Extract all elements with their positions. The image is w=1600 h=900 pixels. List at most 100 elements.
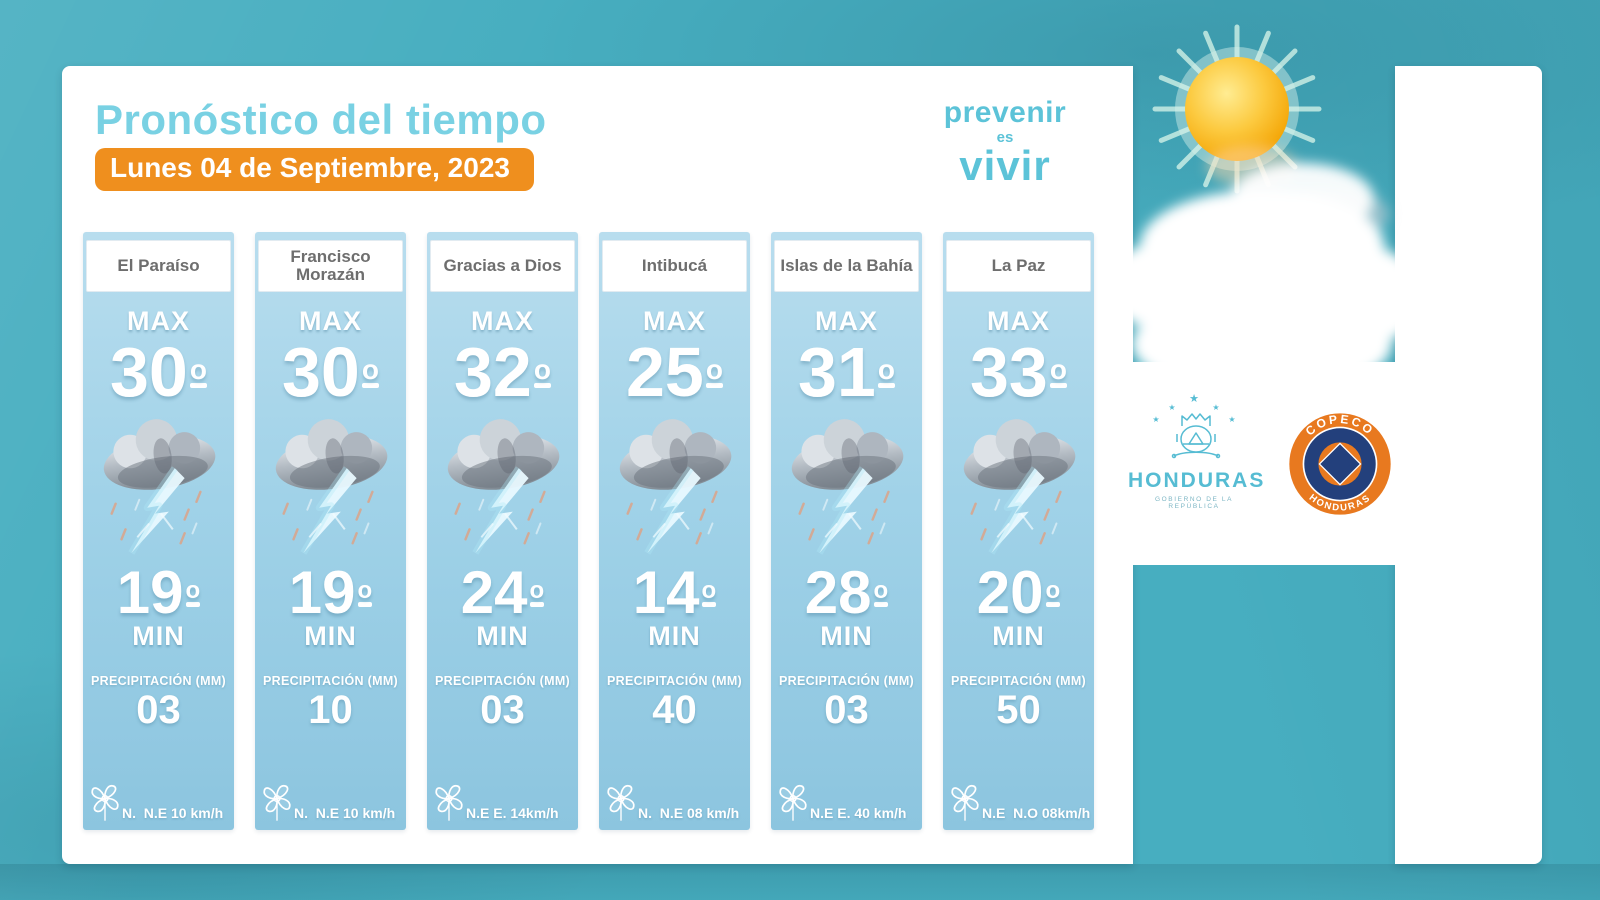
temperature-value: 14	[632, 558, 700, 626]
wind-row: N. N.E 10 km/h	[260, 780, 401, 824]
gov-logo-subtitle: GOBIERNO DE LA REPÚBLICA	[1154, 496, 1234, 510]
svg-text:★: ★	[1189, 392, 1199, 405]
forecast-column-el-paraiso: El Paraíso MAX 30o 19o MIN PRECIPITACIÓN…	[83, 232, 234, 830]
storm-cloud-icon	[90, 412, 228, 562]
wind-row: N.E N.O 08km/h	[948, 780, 1091, 824]
region-header: Francisco Morazán	[258, 240, 403, 292]
min-temperature: 19o	[289, 562, 372, 622]
max-temperature: 25o	[626, 337, 723, 407]
temperature-value: 32	[454, 333, 532, 411]
temperature-value: 19	[116, 558, 184, 626]
min-temperature: 14o	[633, 562, 717, 622]
svg-text:★: ★	[1168, 403, 1175, 412]
precipitation-label: PRECIPITACIÓN (MM)	[606, 673, 743, 688]
temperature-value: 25	[626, 333, 704, 411]
wind-label: N.E N.O 08km/h	[982, 805, 1091, 821]
right-white-bar	[1395, 66, 1542, 864]
svg-text:★: ★	[1228, 415, 1235, 424]
degree-symbol: o	[362, 355, 379, 388]
honduras-government-logo: ★ ★ ★ ★ ★ HONDURAS GOBIERNO DE LA REPÚBL…	[1128, 390, 1266, 510]
pinwheel-icon	[260, 780, 294, 824]
forecast-column-la-paz: La Paz MAX 33o 20o MIN PRECIPITACIÓN (MM…	[943, 232, 1094, 830]
wind-label: N. N.E 10 km/h	[294, 805, 396, 821]
degree-symbol: o	[878, 355, 895, 388]
svg-text:★: ★	[1152, 415, 1159, 424]
precipitation-value: 50	[996, 687, 1041, 732]
precipitation-label: PRECIPITACIÓN (MM)	[778, 673, 915, 688]
temperature-value: 33	[970, 333, 1048, 411]
pinwheel-icon	[432, 780, 466, 824]
wind-row: N. N.E 08 km/h	[604, 780, 745, 824]
region-header: Gracias a Dios	[430, 240, 575, 292]
max-label: MAX	[299, 306, 362, 336]
wind-row: N. N.E 10 km/h	[88, 780, 229, 824]
degree-symbol: o	[702, 578, 717, 607]
region-label: Intibucá	[641, 256, 708, 276]
temperature-value: 30	[110, 333, 188, 411]
min-label: MIN	[820, 620, 873, 651]
temperature-value: 31	[798, 333, 876, 411]
temperature-value: 28	[804, 558, 872, 626]
min-label: MIN	[304, 620, 357, 651]
pinwheel-icon	[776, 780, 810, 824]
sun-cloud-illustration	[1112, 24, 1404, 382]
page-title: Pronóstico del tiempo	[95, 96, 547, 143]
copeco-logo: COPECO HONDURAS	[1287, 411, 1393, 517]
temperature-value: 20	[976, 558, 1044, 626]
storm-cloud-icon	[606, 412, 744, 562]
degree-symbol: o	[874, 578, 889, 607]
pinwheel-icon	[604, 780, 638, 824]
region-label: La Paz	[991, 256, 1046, 276]
date-badge: Lunes 04 de Septiembre, 2023	[95, 148, 534, 191]
forecast-column-francisco-morazan: Francisco Morazán MAX 30o 19o MIN PRECIP…	[255, 232, 406, 830]
storm-cloud-icon	[778, 412, 916, 562]
temperature-value: 24	[460, 558, 528, 626]
pinwheel-icon	[948, 780, 982, 824]
wind-row: N.E E. 40 km/h	[776, 780, 917, 824]
storm-cloud-icon	[434, 412, 572, 562]
wind-row: N.E E. 14km/h	[432, 780, 573, 824]
precipitation-value: 40	[652, 687, 697, 732]
region-header: Islas de la Bahía	[774, 240, 919, 292]
region-label: Islas de la Bahía	[780, 256, 913, 276]
max-temperature: 32o	[454, 337, 551, 407]
precipitation-label: PRECIPITACIÓN (MM)	[434, 673, 571, 688]
precipitation-value: 03	[136, 687, 181, 732]
min-temperature: 24o	[461, 562, 545, 622]
min-label: MIN	[476, 620, 529, 651]
temperature-value: 19	[288, 558, 356, 626]
forecast-column-gracias-a-dios: Gracias a Dios MAX 32o 24o MIN PRECIPITA…	[427, 232, 578, 830]
degree-symbol: o	[190, 355, 207, 388]
min-temperature: 19o	[117, 562, 201, 622]
forecast-column-intibuca: Intibucá MAX 25o 14o MIN PRECIPITACIÓN (…	[599, 232, 750, 830]
honduras-coat-of-arms-icon: ★ ★ ★ ★ ★	[1152, 392, 1236, 459]
wind-label: N.E E. 14km/h	[466, 805, 559, 821]
max-label: MAX	[471, 306, 534, 336]
storm-cloud-icon	[262, 412, 400, 562]
wind-label: N. N.E 10 km/h	[122, 805, 224, 821]
min-label: MIN	[992, 620, 1045, 651]
max-label: MAX	[643, 306, 706, 336]
precipitation-label: PRECIPITACIÓN (MM)	[950, 673, 1087, 688]
sun-icon	[1185, 57, 1289, 161]
forecast-column-islas-de-la-bahia: Islas de la Bahía MAX 31o 28o MIN PRECIP…	[771, 232, 922, 830]
precipitation-label: PRECIPITACIÓN (MM)	[90, 673, 227, 688]
degree-symbol: o	[1050, 355, 1067, 388]
gov-logo-title: HONDURAS	[1128, 469, 1266, 492]
slogan-line3: vivir	[959, 142, 1051, 189]
svg-text:★: ★	[1212, 403, 1219, 412]
precipitation-value: 10	[308, 687, 353, 732]
storm-cloud-icon	[950, 412, 1088, 562]
region-label: Francisco Morazán	[290, 247, 371, 284]
precipitation-value: 03	[480, 687, 525, 732]
degree-symbol: o	[186, 578, 201, 607]
max-temperature: 30o	[282, 337, 379, 407]
max-label: MAX	[127, 306, 190, 336]
degree-symbol: o	[530, 578, 545, 607]
min-temperature: 28o	[805, 562, 889, 622]
max-label: MAX	[987, 306, 1050, 336]
precipitation-label: PRECIPITACIÓN (MM)	[262, 673, 399, 688]
degree-symbol: o	[706, 355, 723, 388]
pinwheel-icon	[88, 780, 122, 824]
